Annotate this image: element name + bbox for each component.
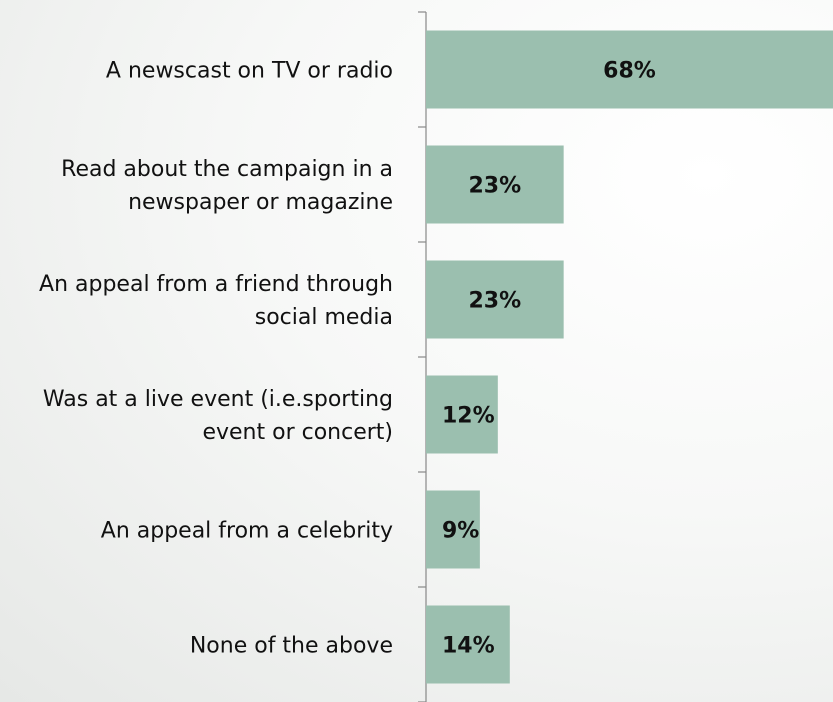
category-label: An appeal from a celebrity [101, 519, 393, 544]
value-label: 68% [603, 59, 656, 84]
category-label-line: Was at a live event (i.e.sporting [43, 387, 393, 412]
bars [426, 30, 833, 684]
category-label: An appeal from a friend through social me… [39, 272, 393, 330]
category-label-line: An appeal from a friend through [39, 272, 393, 297]
value-label: 23% [468, 289, 521, 314]
value-label: 12% [442, 404, 495, 429]
bar [426, 145, 564, 224]
value-label: 23% [468, 174, 521, 199]
category-label: Read about the campaign in a newspaper or… [61, 157, 393, 215]
category-label-line: Read about the campaign in a [61, 157, 393, 182]
category-label-line: An appeal from a celebrity [101, 519, 393, 544]
category-label-line: event or concert) [202, 420, 393, 445]
category-label: A newscast on TV or radio [106, 59, 393, 84]
bar [426, 605, 510, 684]
bar [426, 490, 480, 569]
value-labels: 68% 23% 23% 12% 9% 14% [442, 59, 656, 659]
category-label: Was at a live event (i.e.sporting event o… [43, 387, 393, 445]
category-label: None of the above [190, 634, 393, 659]
value-label: 14% [442, 634, 495, 659]
bar [426, 30, 833, 109]
axis-ticks [418, 11, 426, 702]
category-labels: A newscast on TV or radio Read about the … [39, 59, 393, 659]
bar [426, 260, 564, 339]
value-label: 9% [442, 519, 479, 544]
category-label-line: newspaper or magazine [128, 190, 393, 215]
category-label-line: None of the above [190, 634, 393, 659]
category-label-line: A newscast on TV or radio [106, 59, 393, 84]
category-label-line: social media [255, 305, 393, 330]
bar [426, 375, 498, 454]
